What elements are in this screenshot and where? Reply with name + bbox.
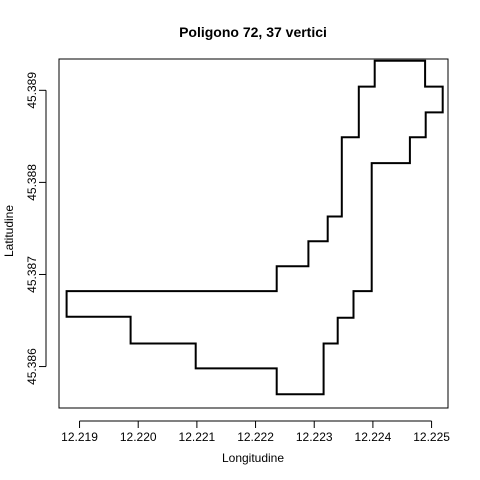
x-tick-label: 12.219 bbox=[61, 430, 98, 444]
x-tick-label: 12.223 bbox=[296, 430, 333, 444]
y-tick-label: 45.387 bbox=[25, 256, 39, 293]
plot-area bbox=[65, 59, 444, 396]
x-tick-label: 12.220 bbox=[120, 430, 157, 444]
x-tick-label: 12.225 bbox=[413, 430, 450, 444]
plot-frame bbox=[58, 58, 449, 409]
y-tick-label: 45.388 bbox=[25, 164, 39, 201]
x-axis-label: Longitudine bbox=[222, 451, 284, 465]
chart-title: Poligono 72, 37 vertici bbox=[179, 24, 327, 40]
polygon-outline bbox=[65, 59, 444, 396]
x-tick-label: 12.221 bbox=[179, 430, 216, 444]
y-tick-label: 45.386 bbox=[25, 348, 39, 385]
x-tick-label: 12.224 bbox=[355, 430, 392, 444]
y-tick-label: 45.389 bbox=[25, 72, 39, 109]
x-tick-label: 12.222 bbox=[237, 430, 274, 444]
y-axis-label: Latitudine bbox=[2, 205, 16, 257]
axes: 12.219 12.220 12.221 12.222 12.223 12.224 12.2… bbox=[25, 58, 450, 444]
